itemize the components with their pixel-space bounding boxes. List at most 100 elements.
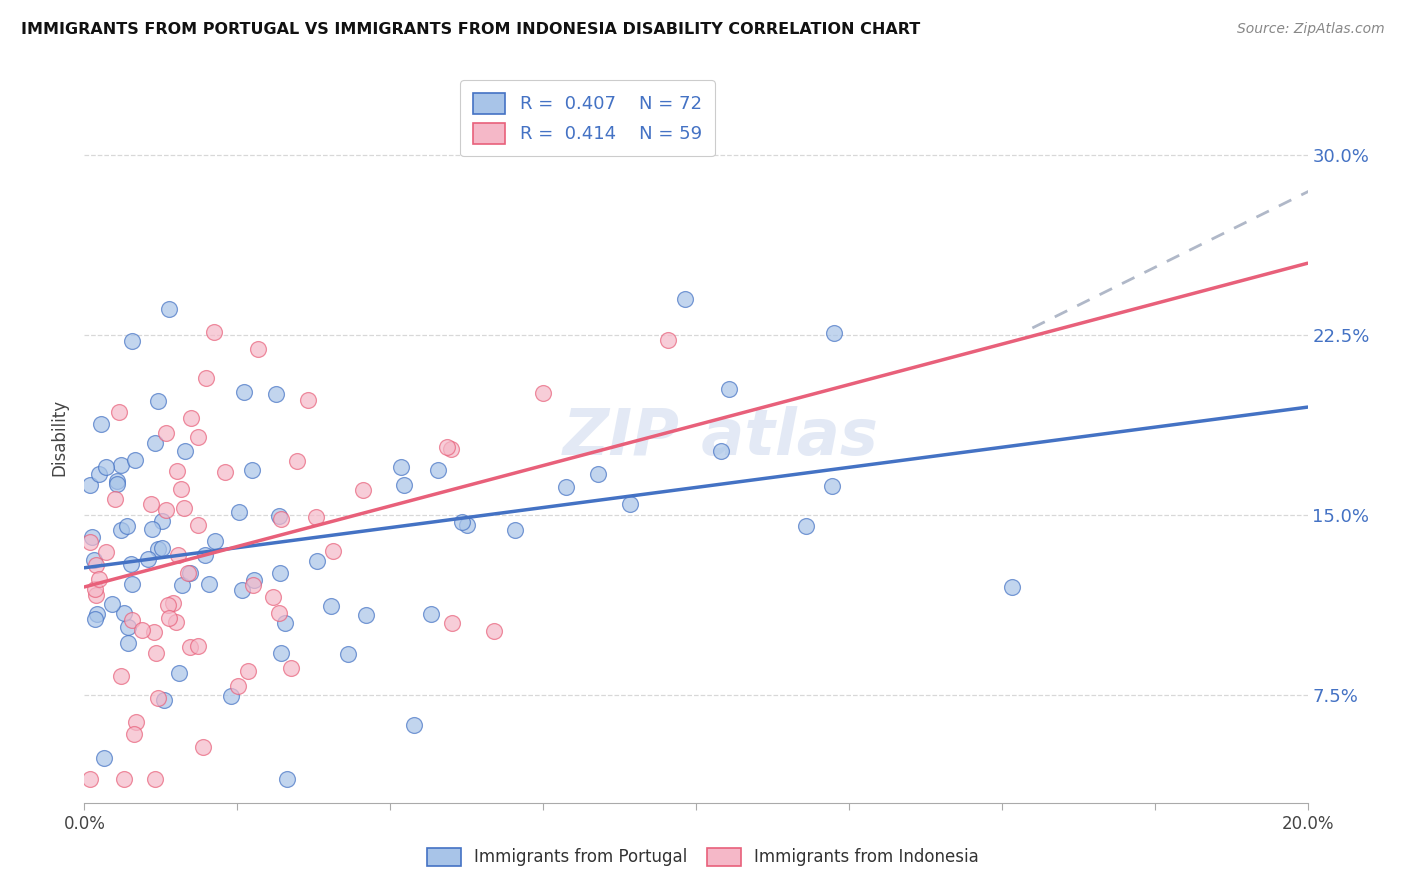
Point: [143, 772, 166, 786]
Point: [186, 518, 208, 533]
Point: [451, 515, 474, 529]
Point: [402, 717, 425, 731]
Point: [262, 590, 284, 604]
Point: [121, 576, 143, 591]
Legend: R =  0.407    N = 72, R =  0.414    N = 59: R = 0.407 N = 72, R = 0.414 N = 59: [460, 80, 714, 156]
Point: [305, 510, 328, 524]
Point: [83, 582, 105, 597]
Point: [619, 497, 641, 511]
Point: [266, 386, 288, 401]
Point: [231, 582, 253, 597]
Point: [352, 483, 374, 497]
Point: [125, 715, 148, 730]
Point: [90, 417, 112, 432]
Point: [420, 607, 443, 621]
Point: [236, 664, 259, 678]
Point: [80, 530, 103, 544]
Point: [162, 596, 184, 610]
Point: [191, 740, 214, 755]
Point: [170, 482, 193, 496]
Point: [93, 751, 115, 765]
Point: [269, 566, 291, 581]
Point: [110, 458, 132, 472]
Point: [392, 478, 415, 492]
Point: [167, 548, 190, 562]
Point: [242, 578, 264, 592]
Legend: Immigrants from Portugal, Immigrants from Indonesia: Immigrants from Portugal, Immigrants fro…: [420, 841, 986, 873]
Point: [503, 523, 526, 537]
Point: [276, 772, 298, 786]
Point: [86, 607, 108, 622]
Point: [321, 599, 343, 613]
Point: [139, 497, 162, 511]
Point: [150, 541, 173, 555]
Point: [117, 518, 139, 533]
Text: ZIP atlas: ZIP atlas: [562, 406, 879, 468]
Point: [242, 573, 264, 587]
Point: [124, 453, 146, 467]
Point: [117, 620, 139, 634]
Point: [79, 478, 101, 492]
Point: [187, 430, 209, 444]
Point: [710, 444, 733, 458]
Point: [1001, 580, 1024, 594]
Point: [180, 410, 202, 425]
Point: [143, 624, 166, 639]
Point: [179, 566, 201, 581]
Point: [166, 464, 188, 478]
Point: [270, 511, 292, 525]
Point: [167, 666, 190, 681]
Point: [482, 624, 505, 638]
Point: [155, 425, 177, 440]
Point: [173, 443, 195, 458]
Point: [427, 462, 450, 476]
Point: [240, 463, 263, 477]
Point: [84, 588, 107, 602]
Point: [96, 545, 118, 559]
Point: [322, 543, 344, 558]
Point: [121, 334, 143, 348]
Point: [131, 624, 153, 638]
Point: [110, 523, 132, 537]
Point: [79, 534, 101, 549]
Point: [270, 646, 292, 660]
Point: [436, 441, 458, 455]
Point: [120, 558, 142, 572]
Point: [823, 326, 845, 340]
Point: [247, 342, 270, 356]
Point: [717, 382, 740, 396]
Point: [285, 454, 308, 468]
Point: [165, 615, 187, 629]
Point: [83, 553, 105, 567]
Point: [187, 640, 209, 654]
Point: [83, 612, 105, 626]
Point: [440, 615, 463, 630]
Y-axis label: Disability: Disability: [51, 399, 69, 475]
Point: [117, 636, 139, 650]
Point: [157, 301, 180, 316]
Point: [232, 384, 254, 399]
Point: [586, 467, 609, 481]
Point: [105, 474, 128, 488]
Point: [122, 726, 145, 740]
Point: [150, 514, 173, 528]
Point: [112, 772, 135, 786]
Point: [153, 693, 176, 707]
Point: [157, 598, 180, 612]
Point: [176, 566, 198, 581]
Point: [821, 479, 844, 493]
Point: [101, 597, 124, 611]
Text: Source: ZipAtlas.com: Source: ZipAtlas.com: [1237, 22, 1385, 37]
Point: [280, 661, 302, 675]
Point: [146, 393, 169, 408]
Point: [354, 608, 377, 623]
Point: [531, 386, 554, 401]
Point: [87, 467, 110, 481]
Point: [267, 606, 290, 620]
Point: [204, 534, 226, 549]
Text: IMMIGRANTS FROM PORTUGAL VS IMMIGRANTS FROM INDONESIA DISABILITY CORRELATION CHA: IMMIGRANTS FROM PORTUGAL VS IMMIGRANTS F…: [21, 22, 921, 37]
Point: [214, 465, 236, 479]
Point: [440, 442, 463, 457]
Point: [112, 606, 135, 620]
Point: [86, 558, 108, 572]
